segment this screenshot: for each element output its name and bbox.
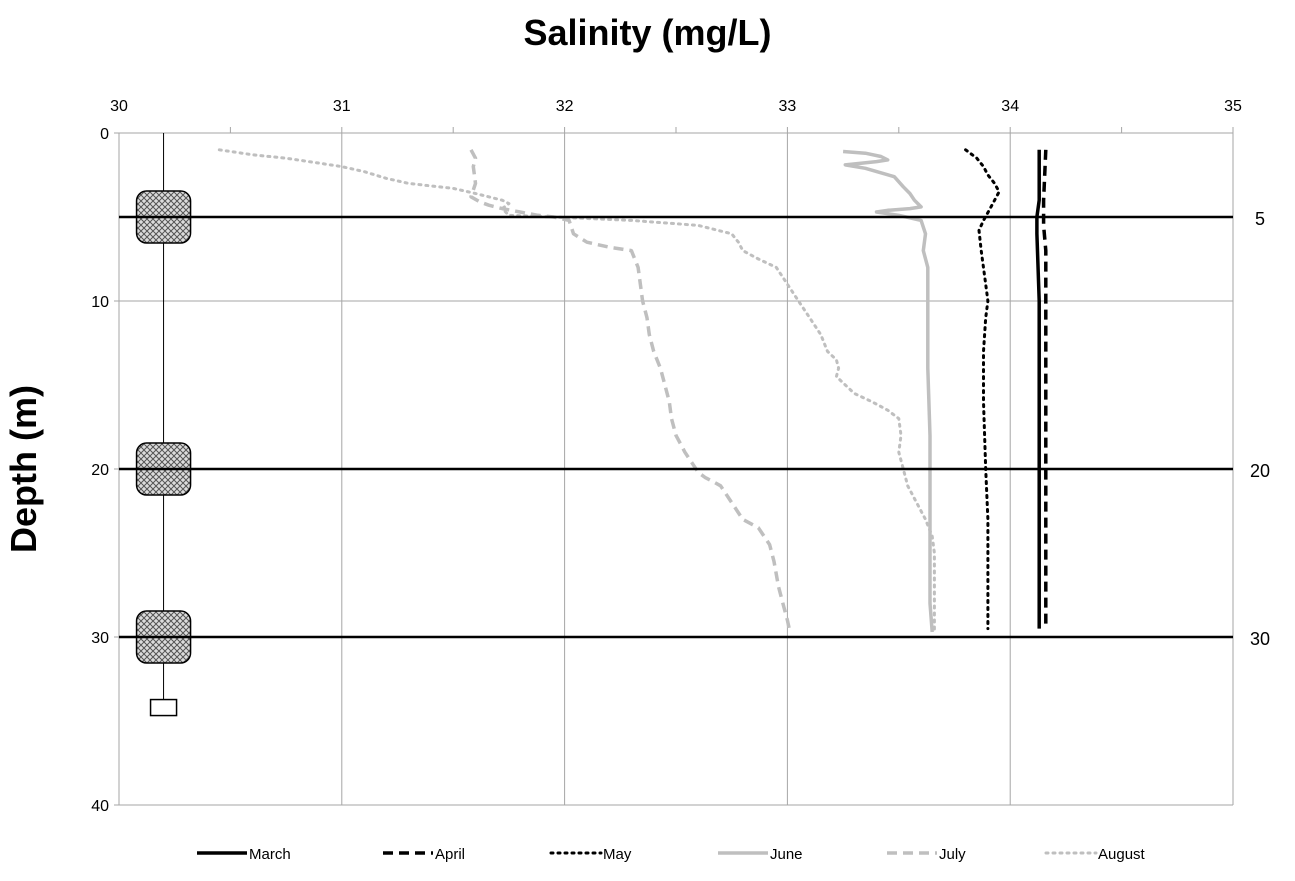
- y-tick-label: 0: [100, 126, 109, 143]
- legend-label-august: August: [1098, 846, 1146, 863]
- legend-label-july: July: [939, 846, 966, 863]
- legend-label-april: April: [435, 846, 465, 863]
- series-may: [964, 148, 1001, 631]
- mooring-anchor: [149, 698, 178, 717]
- series-july: [469, 148, 792, 631]
- x-tick-label: 32: [556, 98, 574, 115]
- chart-title: Salinity (mg/L): [523, 12, 772, 53]
- legend-label-june: June: [770, 846, 803, 863]
- y-tick-label: 20: [91, 462, 109, 479]
- x-tick-label: 34: [1001, 98, 1019, 115]
- series-april: [1041, 149, 1048, 629]
- legend-label-may: May: [603, 846, 632, 863]
- x-tick-label: 35: [1224, 98, 1242, 115]
- y-tick-label: 40: [91, 798, 109, 815]
- x-tick-label: 33: [779, 98, 797, 115]
- y-tick-label: 10: [91, 294, 109, 311]
- series-august: [217, 148, 936, 634]
- legend-label-march: March: [249, 846, 291, 863]
- x-tick-label: 31: [333, 98, 351, 115]
- series-june: [842, 149, 934, 633]
- x-tick-label: 30: [110, 98, 128, 115]
- secondary-y-tick-label: 5: [1255, 209, 1265, 229]
- secondary-y-tick-label: 20: [1250, 461, 1270, 481]
- secondary-y-tick-label: 30: [1250, 629, 1270, 649]
- series-march: [1035, 149, 1041, 629]
- y-tick-label: 30: [91, 630, 109, 647]
